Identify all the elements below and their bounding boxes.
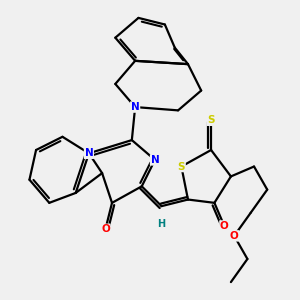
Text: O: O	[230, 231, 239, 241]
Text: H: H	[158, 219, 166, 229]
Text: O: O	[101, 224, 110, 234]
Text: S: S	[207, 115, 215, 125]
Text: N: N	[151, 155, 159, 165]
Text: N: N	[131, 102, 140, 112]
Text: S: S	[178, 161, 185, 172]
Text: O: O	[220, 221, 229, 231]
Text: N: N	[85, 148, 93, 158]
